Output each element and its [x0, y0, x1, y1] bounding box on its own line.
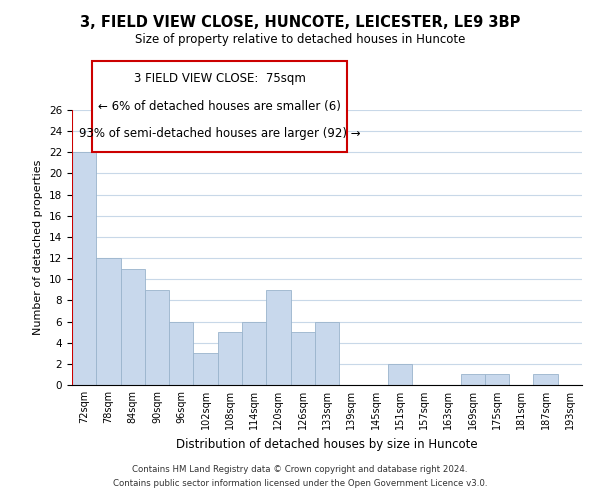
Bar [290, 332, 315, 385]
Text: 93% of semi-detached houses are larger (92) →: 93% of semi-detached houses are larger (… [79, 128, 361, 140]
X-axis label: Distribution of detached houses by size in Huncote: Distribution of detached houses by size … [176, 438, 478, 450]
Bar [169, 322, 193, 385]
Bar [315, 322, 339, 385]
Bar [96, 258, 121, 385]
Bar [218, 332, 242, 385]
Y-axis label: Number of detached properties: Number of detached properties [34, 160, 43, 335]
Text: Size of property relative to detached houses in Huncote: Size of property relative to detached ho… [135, 32, 465, 46]
Bar [72, 152, 96, 385]
Bar [461, 374, 485, 385]
Text: 3, FIELD VIEW CLOSE, HUNCOTE, LEICESTER, LE9 3BP: 3, FIELD VIEW CLOSE, HUNCOTE, LEICESTER,… [80, 15, 520, 30]
Bar [193, 354, 218, 385]
Bar [485, 374, 509, 385]
Bar [121, 268, 145, 385]
Text: 3 FIELD VIEW CLOSE:  75sqm: 3 FIELD VIEW CLOSE: 75sqm [134, 72, 306, 86]
Bar [145, 290, 169, 385]
Bar [242, 322, 266, 385]
FancyBboxPatch shape [92, 60, 347, 152]
Text: Contains HM Land Registry data © Crown copyright and database right 2024.
Contai: Contains HM Land Registry data © Crown c… [113, 466, 487, 487]
Text: ← 6% of detached houses are smaller (6): ← 6% of detached houses are smaller (6) [98, 100, 341, 113]
Bar [388, 364, 412, 385]
Bar [533, 374, 558, 385]
Bar [266, 290, 290, 385]
